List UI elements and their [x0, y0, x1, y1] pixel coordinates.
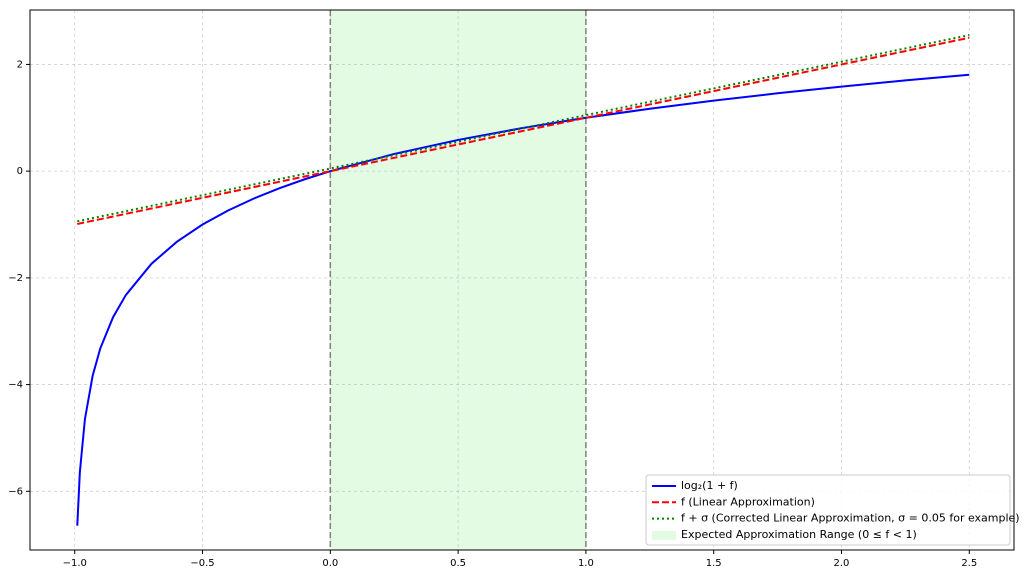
legend-swatch — [652, 530, 676, 540]
y-tick-label: 2 — [17, 59, 23, 70]
series-line — [77, 34, 970, 223]
x-tick-label: 2.5 — [961, 558, 977, 569]
x-tick-label: −0.5 — [190, 558, 214, 569]
plot-frame — [29, 9, 1015, 551]
y-tick-label: −6 — [8, 486, 23, 497]
x-tick-label: 0.0 — [322, 558, 338, 569]
x-tick-label: 0.5 — [450, 558, 466, 569]
legend-label: f (Linear Approximation) — [681, 495, 815, 508]
y-tick-label: −4 — [8, 380, 23, 391]
legend-box — [645, 474, 1011, 546]
y-tick-label: 0 — [17, 166, 23, 177]
x-tick-label: 1.0 — [578, 558, 594, 569]
x-tick-label: 1.5 — [706, 558, 722, 569]
legend-label: Expected Approximation Range (0 ≤ f < 1) — [681, 528, 917, 541]
legend-label: f + σ (Corrected Linear Approximation, σ… — [681, 512, 1020, 525]
y-tick-label: −2 — [8, 273, 23, 284]
x-tick-label: 2.0 — [834, 558, 850, 569]
series-line — [76, 73, 970, 526]
legend-label: log₂(1 + f) — [681, 479, 738, 492]
series-line — [77, 36, 970, 225]
x-tick-label: −1.0 — [63, 558, 87, 569]
